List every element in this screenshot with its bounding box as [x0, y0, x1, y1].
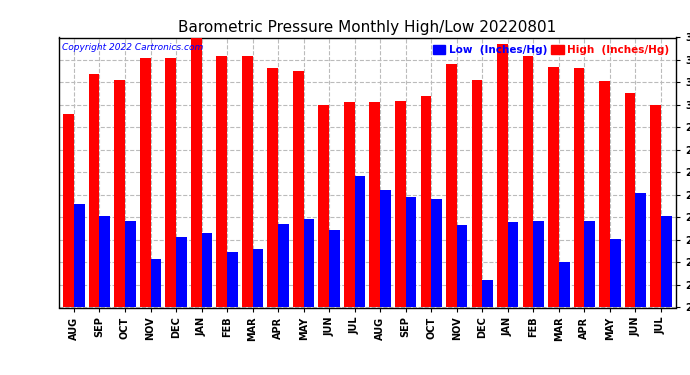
Bar	[650, 105, 661, 308]
Bar	[329, 230, 340, 308]
Bar	[533, 221, 544, 308]
Bar	[420, 96, 431, 308]
Bar	[293, 71, 304, 308]
Bar	[227, 252, 238, 308]
Bar	[115, 80, 125, 308]
Bar	[253, 249, 264, 308]
Bar	[584, 221, 595, 308]
Bar	[166, 58, 176, 308]
Bar	[369, 102, 380, 308]
Bar	[125, 221, 136, 308]
Bar	[446, 64, 457, 308]
Bar	[278, 224, 289, 308]
Bar	[661, 216, 671, 308]
Bar	[89, 74, 99, 308]
Bar	[471, 80, 482, 308]
Title: Barometric Pressure Monthly High/Low 20220801: Barometric Pressure Monthly High/Low 202…	[178, 20, 557, 35]
Bar	[431, 198, 442, 308]
Bar	[74, 204, 85, 308]
Bar	[140, 58, 150, 308]
Bar	[395, 100, 406, 308]
Bar	[457, 225, 467, 308]
Bar	[63, 114, 74, 308]
Bar	[522, 56, 533, 308]
Bar	[406, 197, 417, 308]
Text: Copyright 2022 Cartronics.com: Copyright 2022 Cartronics.com	[61, 43, 203, 52]
Bar	[150, 259, 161, 308]
Bar	[304, 219, 315, 308]
Bar	[355, 176, 366, 308]
Bar	[497, 44, 508, 308]
Bar	[191, 33, 201, 308]
Bar	[559, 262, 569, 308]
Legend: Low  (Inches/Hg), High  (Inches/Hg): Low (Inches/Hg), High (Inches/Hg)	[431, 43, 671, 57]
Bar	[318, 105, 329, 308]
Bar	[548, 66, 559, 308]
Bar	[508, 222, 518, 308]
Bar	[624, 93, 635, 308]
Bar	[268, 68, 278, 308]
Bar	[217, 56, 227, 308]
Bar	[99, 216, 110, 308]
Bar	[573, 68, 584, 308]
Bar	[599, 81, 610, 308]
Bar	[380, 190, 391, 308]
Bar	[482, 280, 493, 308]
Bar	[242, 56, 253, 308]
Bar	[344, 102, 355, 308]
Bar	[635, 193, 646, 308]
Bar	[176, 237, 187, 308]
Bar	[610, 238, 620, 308]
Bar	[201, 232, 213, 308]
